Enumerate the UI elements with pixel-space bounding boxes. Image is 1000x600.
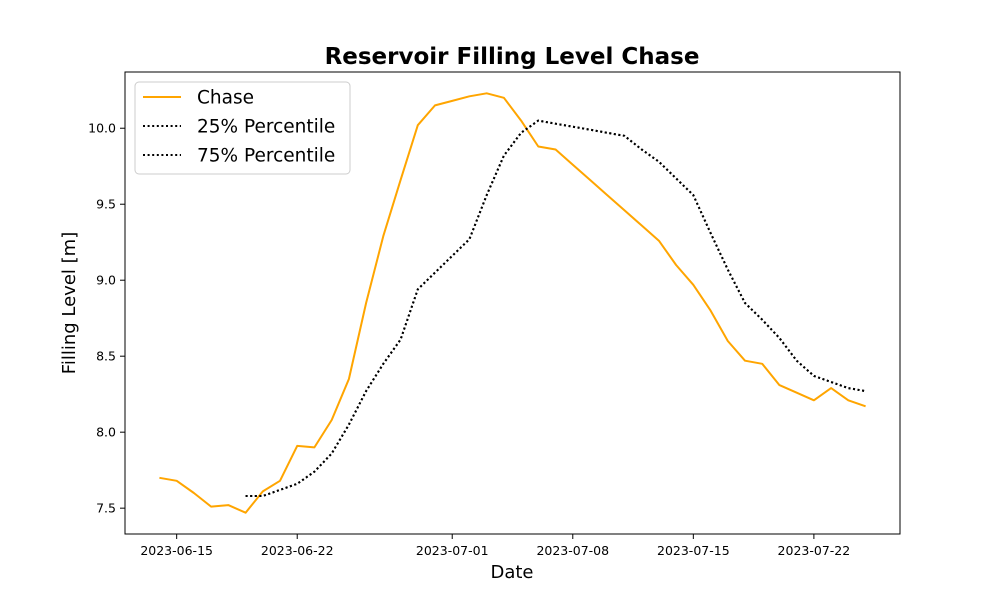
y-tick-label: 10.0 xyxy=(88,121,116,136)
y-tick-label: 7.5 xyxy=(96,501,116,516)
x-tick-label: 2023-07-08 xyxy=(536,543,609,558)
x-tick-label: 2023-07-15 xyxy=(657,543,730,558)
legend-label: 75% Percentile xyxy=(197,146,335,167)
legend-label: 25% Percentile xyxy=(197,117,335,138)
legend-box xyxy=(134,81,351,175)
legend-label: Chase xyxy=(197,88,254,109)
y-axis: 7.5 8.0 8.5 9.0 9.5 10.0 xyxy=(88,121,125,516)
y-tick-label: 9.5 xyxy=(96,197,116,212)
x-tick-label: 2023-06-22 xyxy=(261,543,334,558)
chart-title: Reservoir Filling Level Chase xyxy=(325,44,700,70)
x-axis-label: Date xyxy=(490,562,533,583)
series-line-1 xyxy=(245,119,866,497)
x-tick-label: 2023-06-15 xyxy=(140,543,213,558)
x-tick-label: 2023-07-01 xyxy=(416,543,489,558)
series-line-0 xyxy=(159,92,866,514)
y-tick-label: 8.0 xyxy=(96,425,116,440)
y-tick-label: 9.0 xyxy=(96,273,116,288)
x-tick-label: 2023-07-22 xyxy=(778,543,851,558)
series-line-2 xyxy=(245,119,866,497)
plot-frame xyxy=(124,71,901,535)
x-axis: 2023-06-15 2023-06-22 2023-07-01 2023-07-08… xyxy=(140,534,850,558)
plot-area xyxy=(124,71,901,535)
legend: Chase 25% Percentile 75% Percentile xyxy=(134,81,351,175)
y-tick-label: 8.5 xyxy=(96,349,116,364)
y-axis-label: Filling Level [m] xyxy=(59,232,80,374)
